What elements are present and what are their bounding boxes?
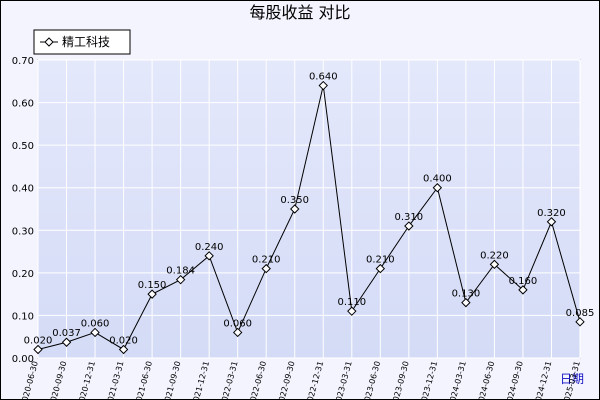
data-label: 0.110: [337, 297, 366, 308]
point-marker: [318, 80, 328, 91]
point-marker: [118, 344, 129, 355]
series-line: [37, 85, 581, 351]
y-tick-label: 0.40: [12, 184, 34, 195]
plot-area: [37, 59, 581, 359]
data-label: 0.085: [566, 308, 595, 319]
point-marker: [33, 344, 43, 355]
data-label: 0.400: [423, 174, 452, 185]
y-tick-label: 0.70: [12, 56, 34, 67]
data-label: 0.350: [280, 195, 309, 206]
data-label: 0.130: [452, 289, 481, 300]
data-label: 0.037: [52, 328, 81, 339]
point-marker: [290, 204, 300, 214]
point-marker: [518, 285, 528, 295]
data-label: 0.160: [509, 276, 538, 287]
point-marker: [147, 289, 157, 299]
data-label: 0.184: [166, 266, 195, 277]
point-marker: [575, 317, 585, 327]
data-label: 0.150: [138, 280, 167, 291]
y-tick-label: 0.60: [12, 99, 34, 110]
data-label: 0.020: [109, 335, 138, 346]
y-tick-label: 0.20: [12, 269, 34, 280]
point-marker: [61, 337, 72, 347]
point-marker: [489, 259, 500, 270]
data-label: 0.020: [24, 335, 53, 346]
point-marker: [204, 251, 214, 261]
data-label: 0.060: [223, 318, 252, 329]
point-marker: [461, 297, 471, 308]
point-marker: [347, 306, 357, 316]
point-marker: [375, 263, 386, 274]
x-axis-label: 日期: [560, 372, 584, 386]
y-tick-label: 0.30: [12, 226, 34, 237]
data-label: 0.240: [195, 242, 224, 253]
data-label: 0.210: [366, 255, 395, 266]
y-tick-label: 0.50: [12, 141, 34, 152]
data-label: 0.220: [480, 250, 509, 261]
data-label: 0.640: [309, 72, 338, 83]
data-label: 0.310: [395, 212, 424, 223]
point-marker: [175, 274, 186, 285]
y-tick-label: 0.00: [12, 354, 34, 365]
point-marker: [232, 327, 243, 338]
point-marker: [261, 263, 271, 274]
legend-marker: [44, 37, 54, 47]
point-marker: [546, 217, 557, 227]
data-label: 0.320: [537, 208, 566, 219]
y-tick-label: 0.10: [12, 311, 34, 322]
data-label: 0.210: [252, 255, 281, 266]
chart-title: 每股收益 对比: [249, 3, 350, 22]
data-label: 0.060: [81, 318, 110, 329]
legend-label: 精工科技: [62, 35, 110, 49]
point-marker: [90, 327, 100, 338]
point-marker: [404, 221, 414, 231]
point-marker: [432, 183, 443, 193]
